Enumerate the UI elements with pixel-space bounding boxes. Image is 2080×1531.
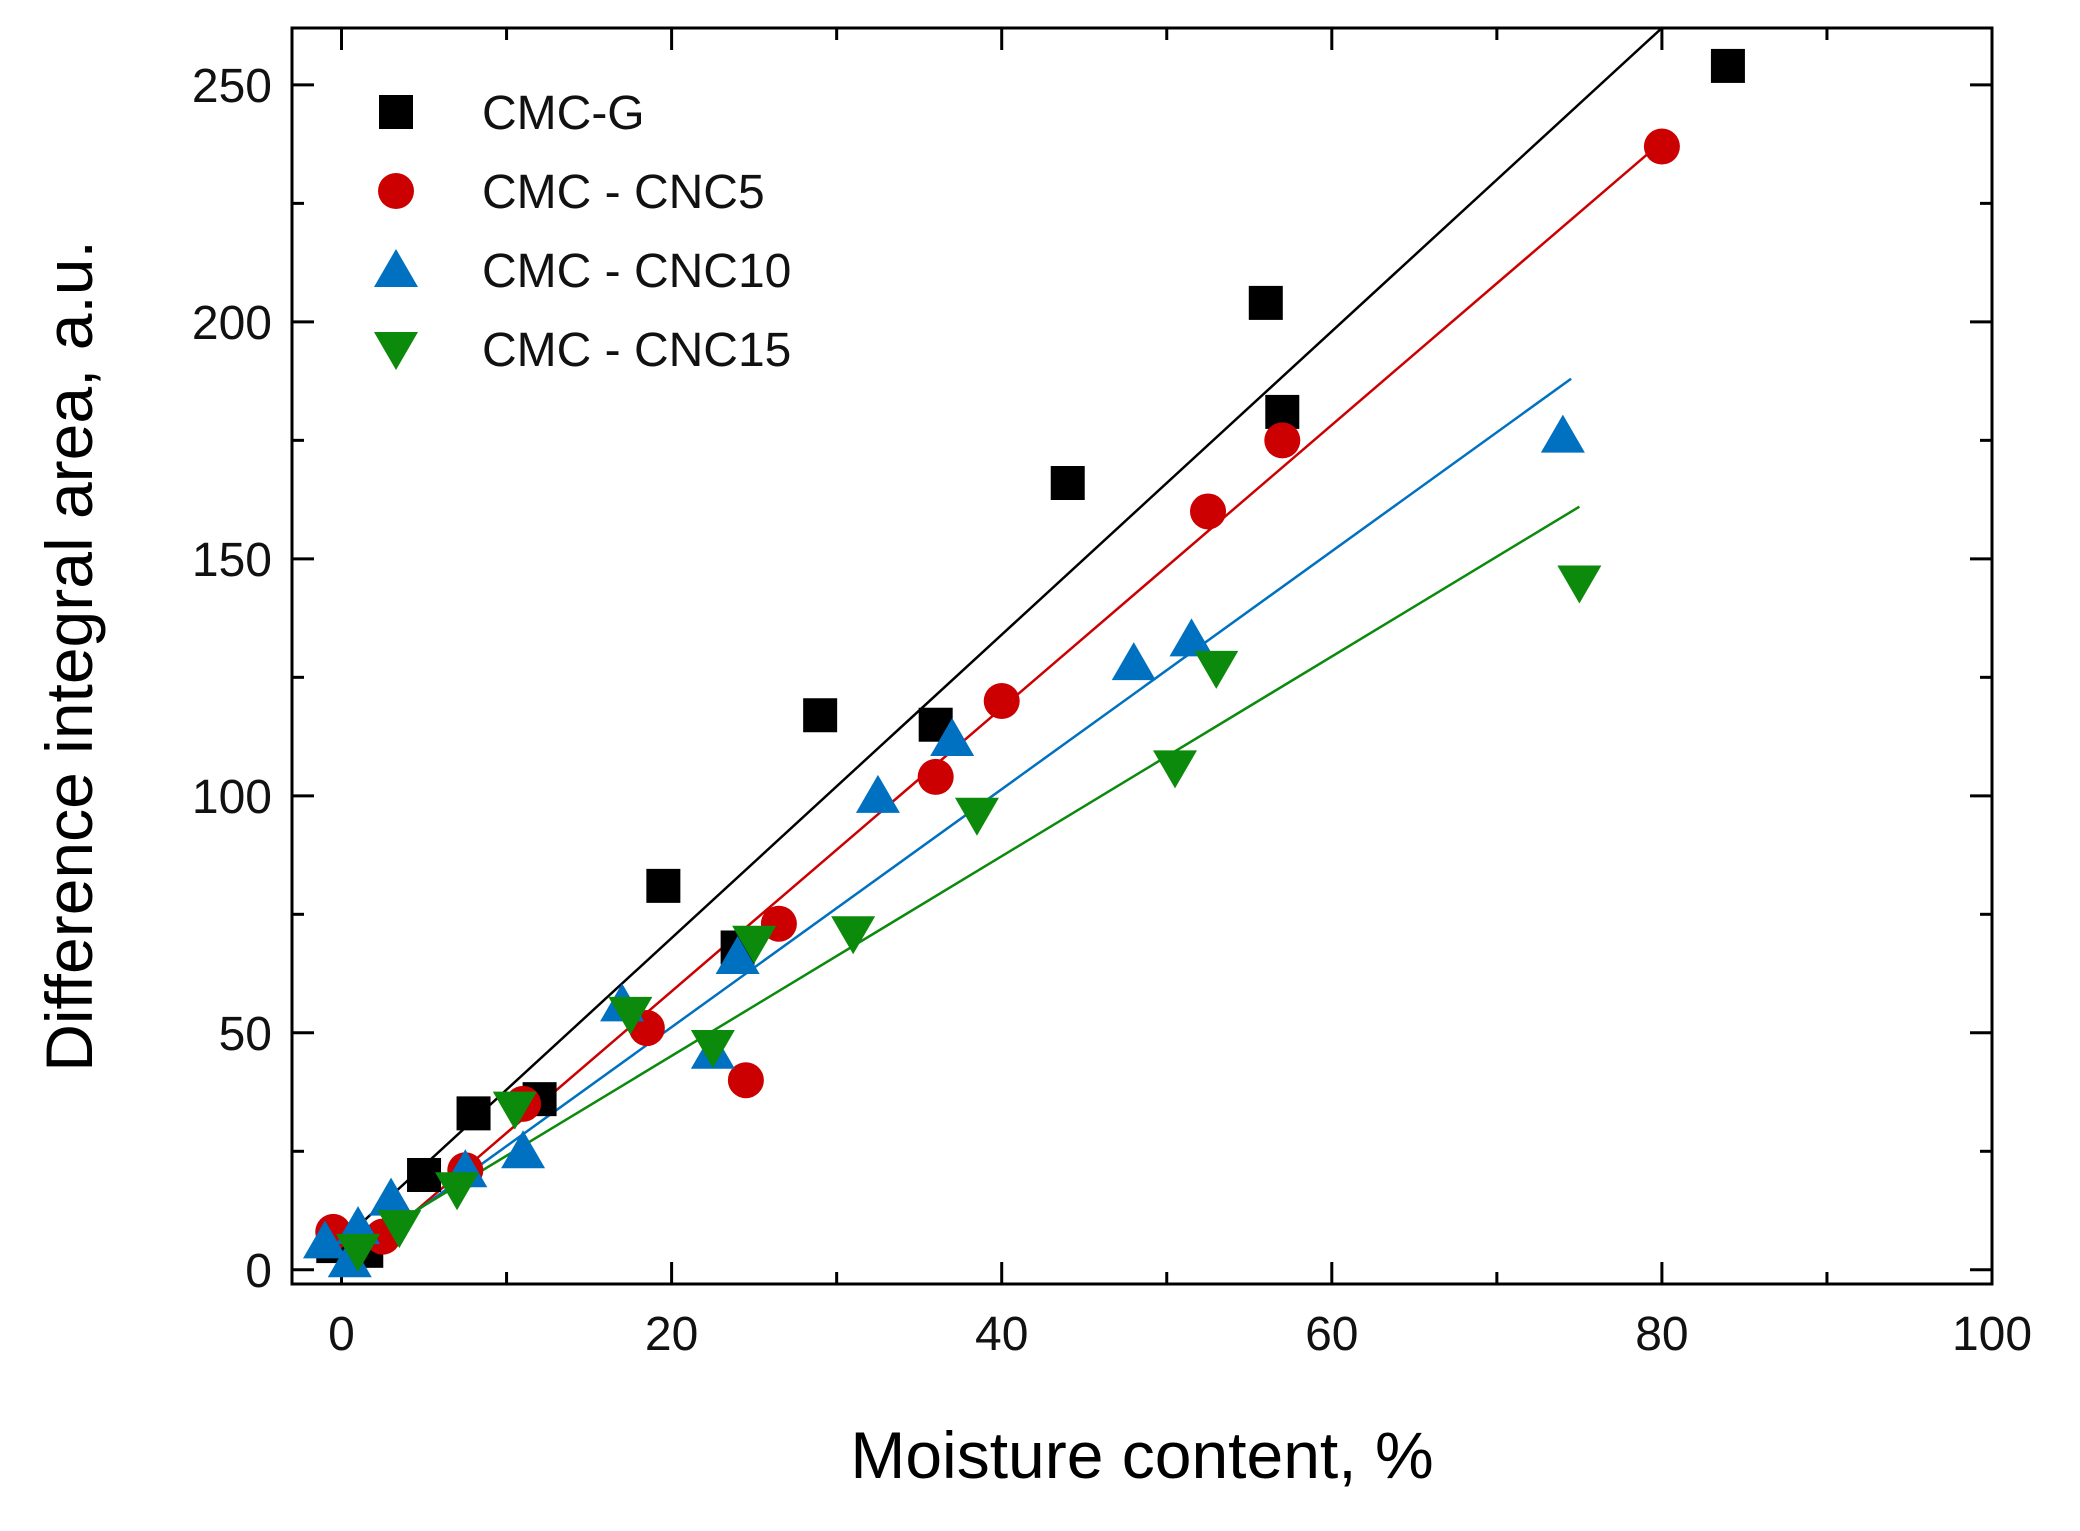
data-point-cmc-cnc5 [917,758,954,795]
data-point-cmc-cnc15 [1194,650,1239,689]
data-point-cmc-cnc15 [690,1030,735,1069]
legend-label: CMC - CNC15 [482,324,791,377]
data-point-cmc-g [456,1096,491,1131]
data-point-cmc-cnc15 [1557,565,1602,604]
y-tick-label: 0 [245,1245,272,1298]
data-point-cmc-g [803,698,838,733]
y-tick-label: 250 [192,60,272,113]
legend-label: CMC-G [482,87,645,140]
x-tick-labels: 0 20 40 60 80 100 [328,1308,2032,1361]
data-point-cmc-cnc15 [1153,750,1198,789]
data-point-cmc-cnc10 [369,1177,414,1216]
data-point-cmc-cnc15 [831,916,876,955]
data-point-cmc-cnc15 [377,1210,422,1249]
data-point-cmc-cnc5 [1643,128,1680,165]
data-point-cmc-cnc5 [983,683,1020,720]
x-tick-label: 60 [1305,1308,1358,1361]
data-point-cmc-cnc10 [501,1130,546,1169]
x-axis-title: Moisture content, % [850,1418,1433,1492]
y-tick-label: 100 [192,771,272,824]
data-point-cmc-cnc15 [435,1172,480,1211]
legend-marker [379,95,413,129]
data-point-cmc-g [646,868,681,903]
data-point-cmc-cnc10 [1540,414,1585,453]
data-point-cmc-cnc15 [732,925,777,964]
legend-marker [374,332,418,370]
x-tick-label: 20 [645,1308,698,1361]
data-point-cmc-cnc10 [1111,642,1156,681]
axis-ticks [292,28,1994,1284]
plot-frame [290,26,1994,1286]
data-point-cmc-g [1248,285,1283,320]
data-markers [303,48,1745,1278]
fit-line-cmc-g [340,28,1663,1243]
legend-label: CMC - CNC5 [482,166,765,219]
legend: CMC-G CMC - CNC5 CMC - CNC10 CMC - CNC15 [374,87,791,377]
y-tick-label: 50 [219,1008,272,1061]
data-point-cmc-cnc5 [1264,422,1301,459]
legend-marker [378,173,414,209]
x-tick-label: 40 [975,1308,1028,1361]
y-tick-labels: 0 50 100 150 200 250 [192,60,272,1298]
y-tick-label: 150 [192,534,272,587]
x-tick-label: 0 [328,1308,355,1361]
data-point-cmc-cnc15 [954,797,999,836]
data-point-cmc-cnc10 [1169,618,1214,657]
data-point-cmc-cnc15 [336,1233,381,1272]
legend-marker [374,249,418,287]
x-tick-label: 80 [1635,1308,1688,1361]
data-point-cmc-cnc5 [727,1062,764,1099]
legend-label: CMC - CNC10 [482,245,791,298]
y-tick-label: 200 [192,297,272,350]
data-point-cmc-cnc5 [1190,493,1227,530]
fit-line-cmc-cnc10 [340,377,1572,1267]
data-point-cmc-cnc10 [930,717,975,756]
data-point-cmc-cnc10 [715,935,760,974]
data-point-cmc-g [407,1157,442,1192]
fit-line-cmc-cnc15 [340,505,1581,1257]
data-point-cmc-g [1710,48,1745,83]
data-point-cmc-cnc10 [303,1220,348,1259]
y-axis-title: Difference integral area, a.u. [32,240,106,1072]
data-point-cmc-cnc15 [608,996,653,1035]
x-tick-label: 100 [1952,1308,2032,1361]
data-point-cmc-cnc15 [492,1091,537,1130]
data-point-cmc-cnc10 [855,774,900,813]
data-point-cmc-g [1050,466,1085,501]
data-point-cmc-cnc10 [327,1239,372,1278]
